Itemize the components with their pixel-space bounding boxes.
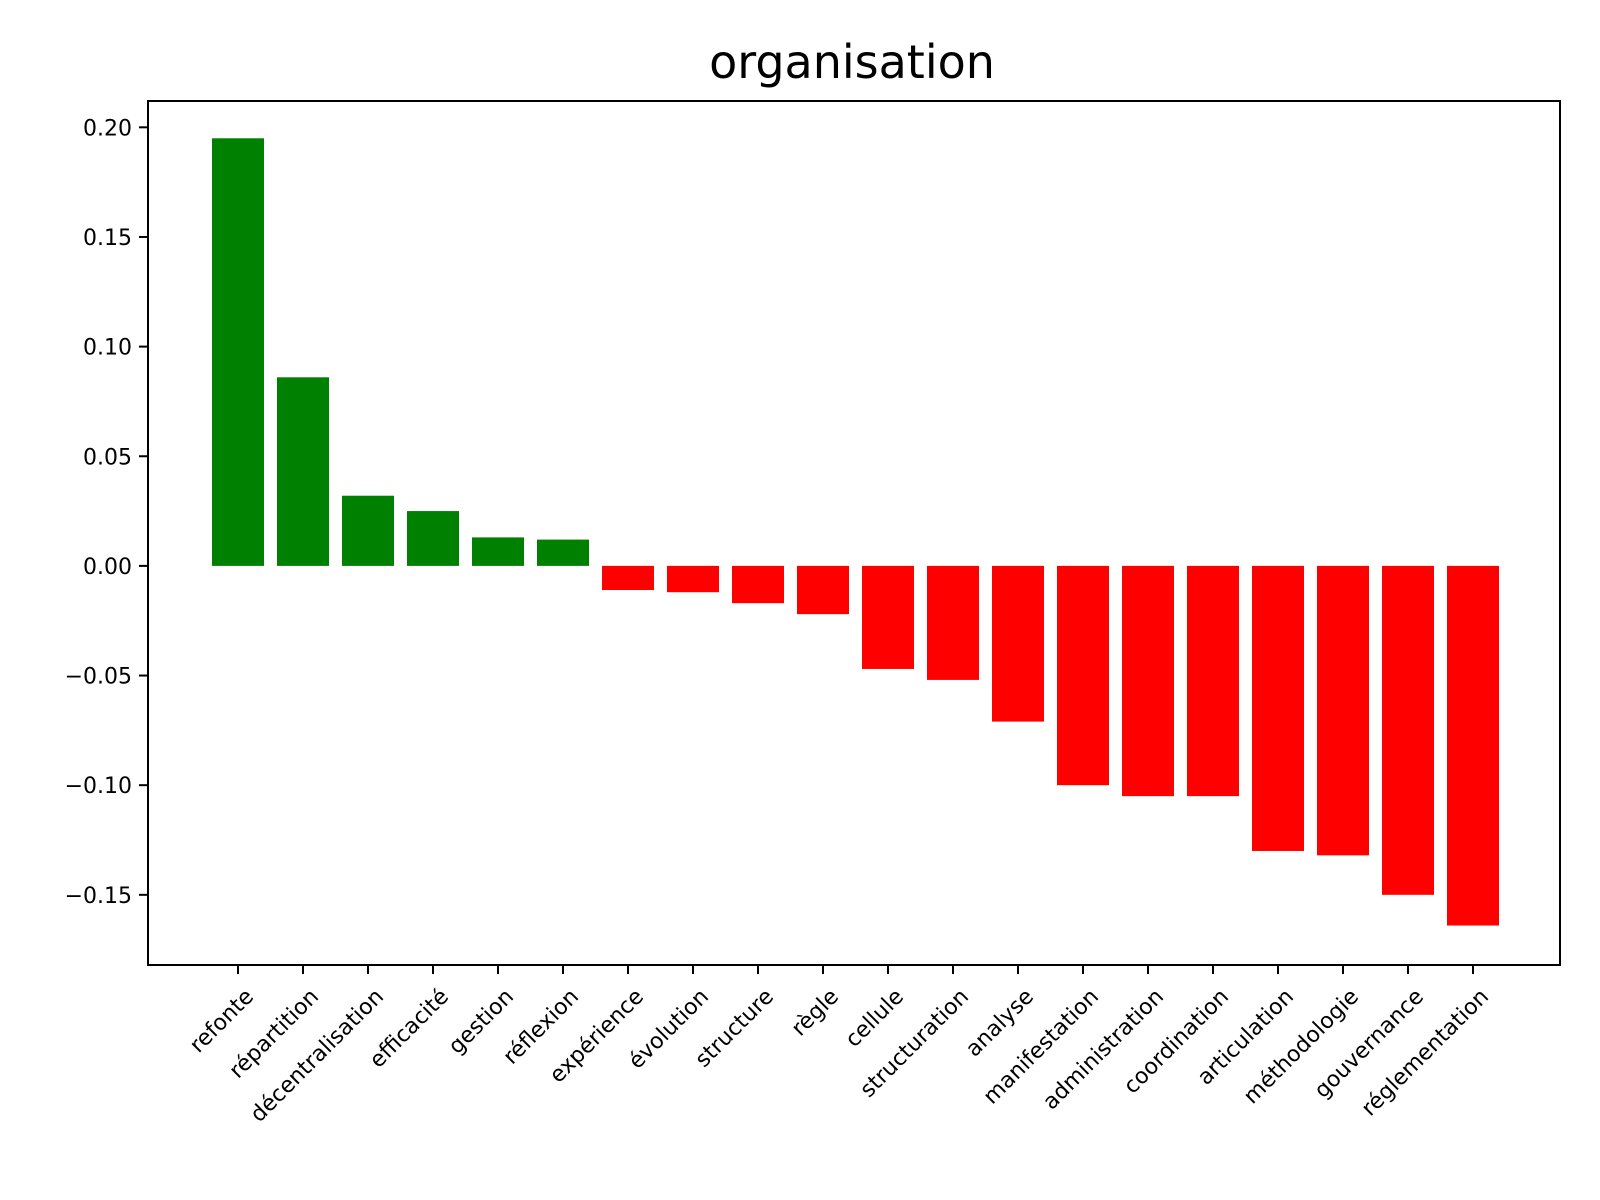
- y-tick-label: −0.10: [65, 774, 132, 799]
- y-tick-label: −0.15: [65, 884, 132, 909]
- bar-administration: [1122, 565, 1174, 797]
- x-tick-label-manifestation: manifestation: [979, 984, 1104, 1109]
- x-tick-label-méthodologie: méthodologie: [1239, 984, 1364, 1109]
- y-tick-label: 0.05: [83, 445, 132, 470]
- chart-title: organisation: [709, 35, 995, 89]
- bar-gouvernance: [1382, 565, 1434, 895]
- y-tick-label: 0.15: [83, 226, 132, 251]
- y-tick-label: 0.20: [83, 116, 132, 141]
- bar-structuration: [927, 565, 979, 680]
- bar-articulation: [1252, 565, 1304, 851]
- bar-évolution: [667, 565, 719, 593]
- bar-règle: [797, 565, 849, 615]
- x-tick-label-règle: règle: [787, 984, 844, 1041]
- bar-méthodologie: [1317, 565, 1369, 856]
- y-axis: −0.15 −0.10 −0.05 0.00 0.05 0.10 0.15 0.20: [65, 116, 148, 909]
- bar-gestion: [472, 537, 524, 566]
- y-tick-label: 0.00: [83, 555, 132, 580]
- bar-répartition: [277, 377, 329, 566]
- bar-coordination: [1187, 565, 1239, 797]
- x-axis: refonterépartitiondécentralisationeffica…: [185, 965, 1494, 1128]
- bar-manifestation: [1057, 565, 1109, 786]
- y-tick-label: −0.05: [65, 665, 132, 690]
- y-tick-label: 0.10: [83, 336, 132, 361]
- bar-refonte: [212, 138, 264, 566]
- plot-frame: [147, 100, 1561, 966]
- bar-efficacité: [407, 511, 459, 566]
- bars-group: [212, 138, 1499, 926]
- bar-décentralisation: [342, 495, 394, 566]
- x-tick-label-administration: administration: [1038, 984, 1169, 1115]
- bar-analyse: [992, 565, 1044, 722]
- bar-expérience: [602, 565, 654, 591]
- bar-structure: [732, 565, 784, 604]
- bar-réglementation: [1447, 565, 1499, 926]
- bar-cellule: [862, 565, 914, 669]
- bar-réflexion: [537, 539, 589, 566]
